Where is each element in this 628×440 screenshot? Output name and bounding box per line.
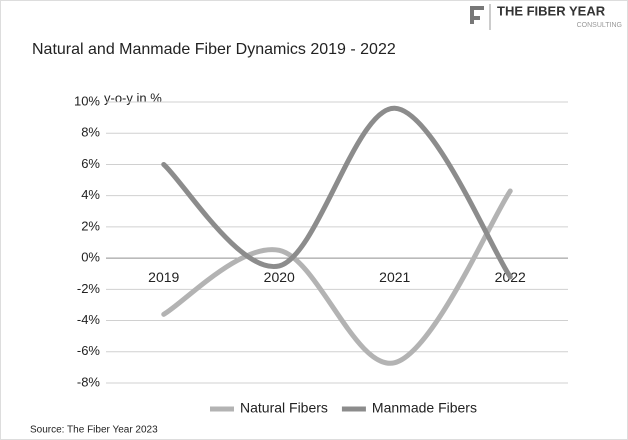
y-axis-label: y-o-y in % xyxy=(104,90,162,105)
y-tick-label: 8% xyxy=(81,125,100,140)
chart-title: Natural and Manmade Fiber Dynamics 2019 … xyxy=(32,41,396,58)
legend-label: Manmade Fibers xyxy=(372,400,477,416)
legend-label: Natural Fibers xyxy=(240,400,328,416)
y-tick-label: -8% xyxy=(77,374,101,389)
series-line xyxy=(161,105,513,280)
x-tick-label: 2019 xyxy=(148,269,179,285)
series-line xyxy=(161,188,513,366)
y-tick-label: -2% xyxy=(77,281,101,296)
y-tick-label: 2% xyxy=(81,218,100,233)
logo-icon xyxy=(470,4,491,30)
x-tick-label: 2020 xyxy=(264,269,295,285)
source: Source: The Fiber Year 2023 xyxy=(30,425,158,436)
y-tick-label: 6% xyxy=(81,156,100,171)
y-tick-label: -6% xyxy=(77,343,101,358)
y-tick-label: 4% xyxy=(81,187,100,202)
x-tick-label: 2021 xyxy=(379,269,410,285)
y-tick-label: -4% xyxy=(77,312,101,327)
brand-name: THE FIBER YEAR xyxy=(497,3,606,18)
y-tick-label: 10% xyxy=(74,93,100,108)
y-tick-label: 0% xyxy=(81,250,100,265)
brand-sub: CONSULTING xyxy=(577,22,622,29)
